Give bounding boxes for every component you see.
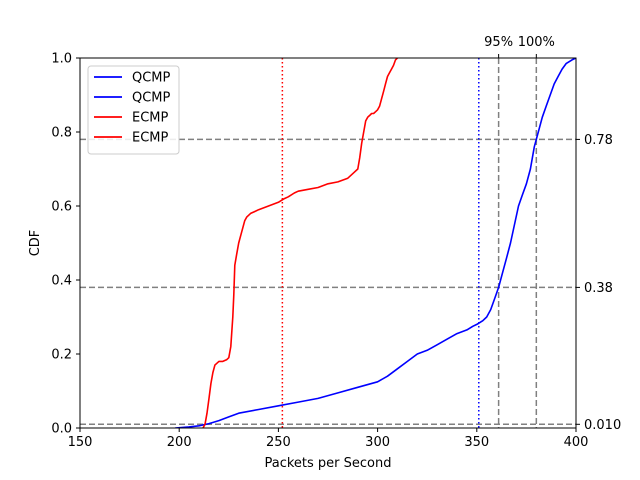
x-tick-label: 300 <box>365 435 390 450</box>
legend-label: ECMP <box>132 111 169 126</box>
reference-lines <box>80 58 576 428</box>
right-tick-label: 0.010 <box>584 418 621 433</box>
y-axis: 0.0 0.2 0.4 0.6 0.8 1.0 <box>51 52 80 437</box>
x-tick-label: 150 <box>68 435 93 450</box>
top-tick-label: 100% <box>518 35 555 50</box>
series-line-qcmp <box>175 58 576 428</box>
y-tick-label: 0.2 <box>51 348 72 363</box>
series-layer <box>175 58 576 428</box>
x-tick-label: 400 <box>564 435 589 450</box>
x-tick-label: 250 <box>266 435 291 450</box>
legend-label: ECMP <box>132 131 169 146</box>
right-tick-label: 0.78 <box>584 133 613 148</box>
x-tick-label: 350 <box>464 435 489 450</box>
legend-box <box>87 65 180 155</box>
top-axis: 95% 100% <box>484 35 555 58</box>
x-tick-label: 200 <box>167 435 192 450</box>
right-axis: 0.010 0.38 0.78 <box>576 133 621 433</box>
legend: QCMP QCMP ECMP ECMP <box>87 65 180 155</box>
y-axis-label: CDF <box>28 230 43 257</box>
top-tick-label: 95% <box>484 35 513 50</box>
y-tick-label: 1.0 <box>51 52 72 67</box>
x-axis: 150 200 250 300 350 400 <box>68 428 589 450</box>
y-tick-label: 0.6 <box>51 200 72 215</box>
series-line-ecmp <box>202 58 398 428</box>
plot-frame <box>79 57 577 429</box>
legend-label: QCMP <box>132 71 171 86</box>
y-tick-label: 0.8 <box>51 126 72 141</box>
x-axis-label: Packets per Second <box>264 456 391 471</box>
y-tick-label: 0.4 <box>51 274 72 289</box>
right-tick-label: 0.38 <box>584 281 613 296</box>
y-tick-label: 0.0 <box>51 422 72 437</box>
legend-label: QCMP <box>132 91 171 106</box>
